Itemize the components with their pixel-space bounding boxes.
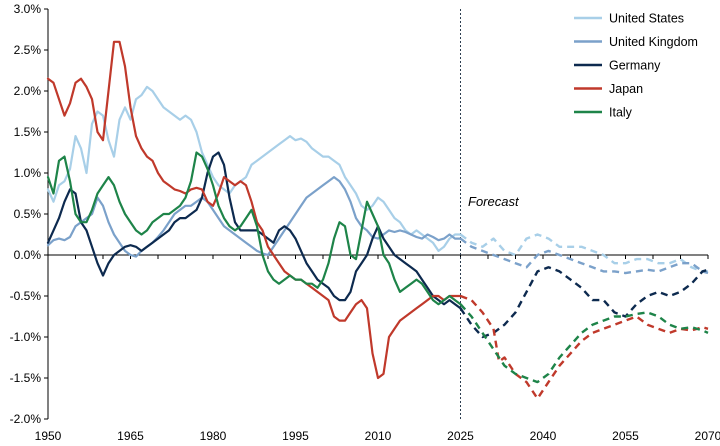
y-tick-label: 3.0%: [14, 2, 42, 16]
x-tick-label: 2010: [365, 429, 392, 443]
y-tick-label: 2.0%: [14, 84, 42, 98]
x-tick-label: 2040: [530, 429, 557, 443]
x-tick-label: 2070: [695, 429, 720, 443]
y-tick-label: -2.0%: [10, 412, 42, 426]
y-tick-label: 1.0%: [14, 166, 42, 180]
series-lines: [46, 40, 709, 400]
legend-label-united-kingdom: United Kingdom: [609, 35, 698, 49]
x-tick-label: 1995: [282, 429, 309, 443]
legend: United States United Kingdom Germany Japan I…: [568, 4, 716, 122]
legend-label-germany: Germany: [609, 59, 661, 73]
y-tick-label: 1.5%: [14, 125, 42, 139]
series-line-united-states-historical: [46, 85, 462, 252]
series-line-germany-forecast: [459, 266, 709, 339]
series-line-italy-historical: [46, 151, 462, 306]
y-tick-label: 0.0%: [14, 248, 42, 262]
series-line-united-states-forecast: [459, 233, 708, 273]
series-line-japan-historical: [46, 40, 462, 380]
y-tick-label: 0.5%: [14, 207, 42, 221]
series-line-united-kingdom-historical: [46, 176, 462, 258]
forecast-annotation: Forecast: [468, 194, 520, 209]
legend-label-united-states: United States: [609, 12, 684, 26]
x-tick-label: 2025: [447, 429, 474, 443]
series-line-united-kingdom-forecast: [459, 237, 709, 275]
y-tick-label: -1.5%: [10, 371, 42, 385]
x-tick-label: 2055: [612, 429, 639, 443]
legend-label-japan: Japan: [609, 82, 643, 96]
y-tick-label: 2.5%: [14, 43, 42, 57]
x-tick-label: 1965: [117, 429, 144, 443]
y-tick-label: -1.0%: [10, 330, 42, 344]
y-tick-label: -0.5%: [10, 289, 42, 303]
annotations: Forecast: [468, 194, 520, 209]
legend-label-italy: Italy: [609, 106, 633, 120]
legend-background: [568, 4, 716, 122]
series-line-italy-forecast: [459, 303, 709, 384]
axes: 3.0% 2.5% 2.0% 1.5% 1.0% 0.5% 0.0% -0.5% -1.0% -1…: [10, 2, 720, 443]
x-tick-label: 1980: [200, 429, 227, 443]
x-tick-label: 1950: [35, 429, 62, 443]
series-line-japan-forecast: [460, 294, 709, 400]
series-line-germany-historical: [46, 151, 462, 310]
